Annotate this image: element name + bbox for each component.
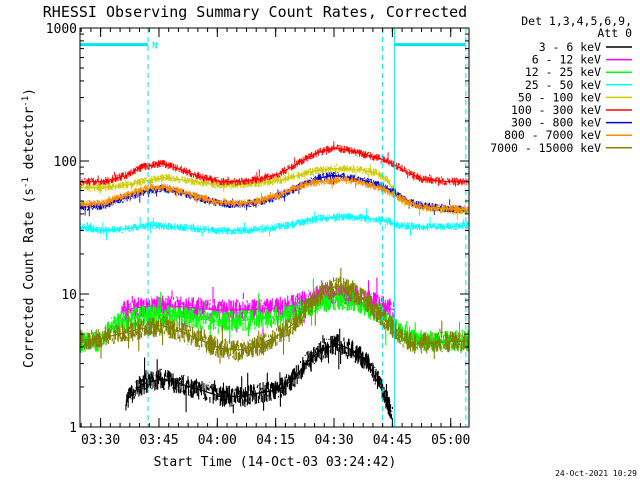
y-tick-label: 100 <box>54 155 77 170</box>
y-axis: 1 10 100 1000 <box>46 22 469 436</box>
x-tick-label: 04:15 <box>256 433 295 448</box>
legend-label: 100 - 300 keV <box>511 103 601 117</box>
y-axis-label-prefix: Corrected Count Rate (s <box>22 188 37 368</box>
series-line <box>79 299 469 344</box>
y-axis-label-exp-2: -1 <box>21 96 31 107</box>
legend-label: 3 - 6 keV <box>539 40 601 54</box>
x-tick-label: 03:45 <box>139 433 178 448</box>
series-line <box>80 147 469 183</box>
x-axis: 03:30 03:45 04:00 04:15 04:30 04:45 05:00 <box>80 28 470 448</box>
series-line <box>79 216 470 232</box>
y-axis-label-exp-1: -1 <box>21 177 31 188</box>
footer-timestamp: 24-Oct-2021 10:29 <box>555 469 637 478</box>
y-axis-label-mid: detector <box>22 107 37 178</box>
y-tick-label: 1000 <box>46 22 77 37</box>
series-line <box>79 285 469 351</box>
legend-header-line: Det 1,3,4,5,6,9, <box>521 14 632 28</box>
y-axis-label-suffix: ) <box>22 88 37 96</box>
legend-label: 25 - 50 keV <box>525 78 601 92</box>
y-tick-label: 1 <box>69 421 77 436</box>
plot-frame <box>79 27 470 428</box>
x-tick-label: 04:30 <box>314 433 353 448</box>
x-tick-label: 04:45 <box>373 433 412 448</box>
x-axis-label: Start Time (14-Oct-03 03:24:42) <box>154 455 397 470</box>
series-line <box>126 343 392 413</box>
night-flag-label: N <box>152 42 157 52</box>
legend-label: 50 - 100 keV <box>518 90 601 104</box>
x-tick-label: 05:00 <box>431 433 470 448</box>
series-line <box>79 179 470 211</box>
annotation-layer: N <box>80 28 467 427</box>
legend-label: 12 - 25 keV <box>525 65 601 79</box>
legend-label: 800 - 7000 keV <box>504 128 601 142</box>
legend-header-line: Att 0 <box>597 26 632 40</box>
legend-label: 300 - 800 keV <box>511 116 601 130</box>
series-3-6-kev <box>125 328 393 420</box>
chart-title: RHESSI Observing Summary Count Rates, Co… <box>43 3 467 21</box>
x-tick-label: 03:30 <box>81 433 120 448</box>
y-axis-label: Corrected Count Rate (s-1 detector-1) <box>21 88 37 368</box>
x-tick-label: 04:00 <box>198 433 237 448</box>
legend-label: 6 - 12 keV <box>532 53 601 67</box>
legend-label: 7000 - 15000 keV <box>490 141 601 155</box>
y-tick-label: 10 <box>61 288 77 303</box>
